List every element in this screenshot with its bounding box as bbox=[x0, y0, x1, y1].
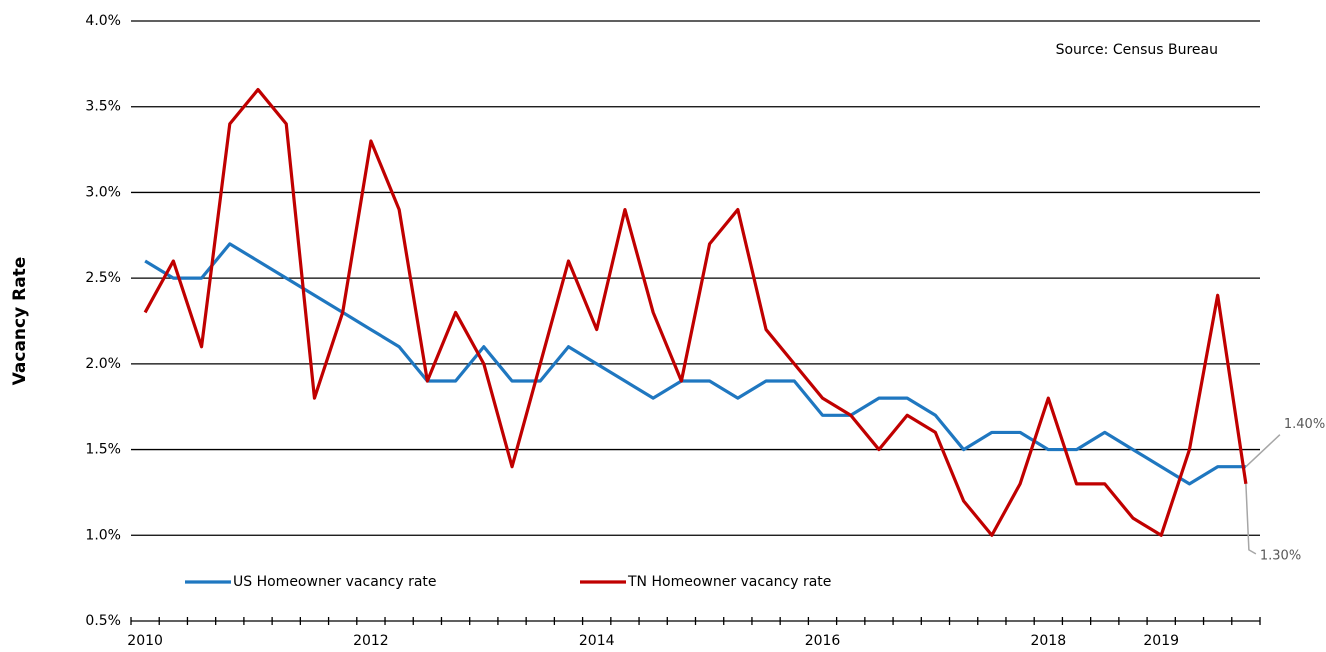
y-tick-label: 2.5% bbox=[85, 270, 121, 286]
x-tick-label: 2010 bbox=[127, 633, 163, 649]
value-label: 1.40% bbox=[1284, 417, 1325, 432]
y-axis-label: Vacancy Rate bbox=[10, 257, 30, 386]
x-tick-label: 2012 bbox=[353, 633, 389, 649]
y-tick-label: 1.5% bbox=[85, 442, 121, 458]
leader-line bbox=[1245, 434, 1281, 468]
leader-line bbox=[1245, 483, 1257, 555]
y-tick-label: 4.0% bbox=[85, 13, 121, 29]
legend-label: TN Homeowner vacancy rate bbox=[627, 574, 831, 590]
y-tick-label: 0.5% bbox=[85, 613, 121, 629]
y-tick-label: 1.0% bbox=[85, 527, 121, 543]
source-note: Source: Census Bureau bbox=[1056, 42, 1218, 58]
x-tick-label: 2019 bbox=[1143, 633, 1179, 649]
y-tick-label: 3.5% bbox=[85, 99, 121, 115]
y-tick-label: 2.0% bbox=[85, 356, 121, 372]
value-label: 1.30% bbox=[1260, 548, 1301, 563]
data-line bbox=[143, 87, 1248, 537]
data-line bbox=[144, 242, 1246, 486]
x-tick-label: 2016 bbox=[805, 633, 841, 649]
legend-label: US Homeowner vacancy rate bbox=[233, 574, 437, 590]
x-tick-label: 2014 bbox=[579, 633, 615, 649]
y-tick-label: 3.0% bbox=[85, 184, 121, 200]
x-tick-label: 2018 bbox=[1030, 633, 1066, 649]
